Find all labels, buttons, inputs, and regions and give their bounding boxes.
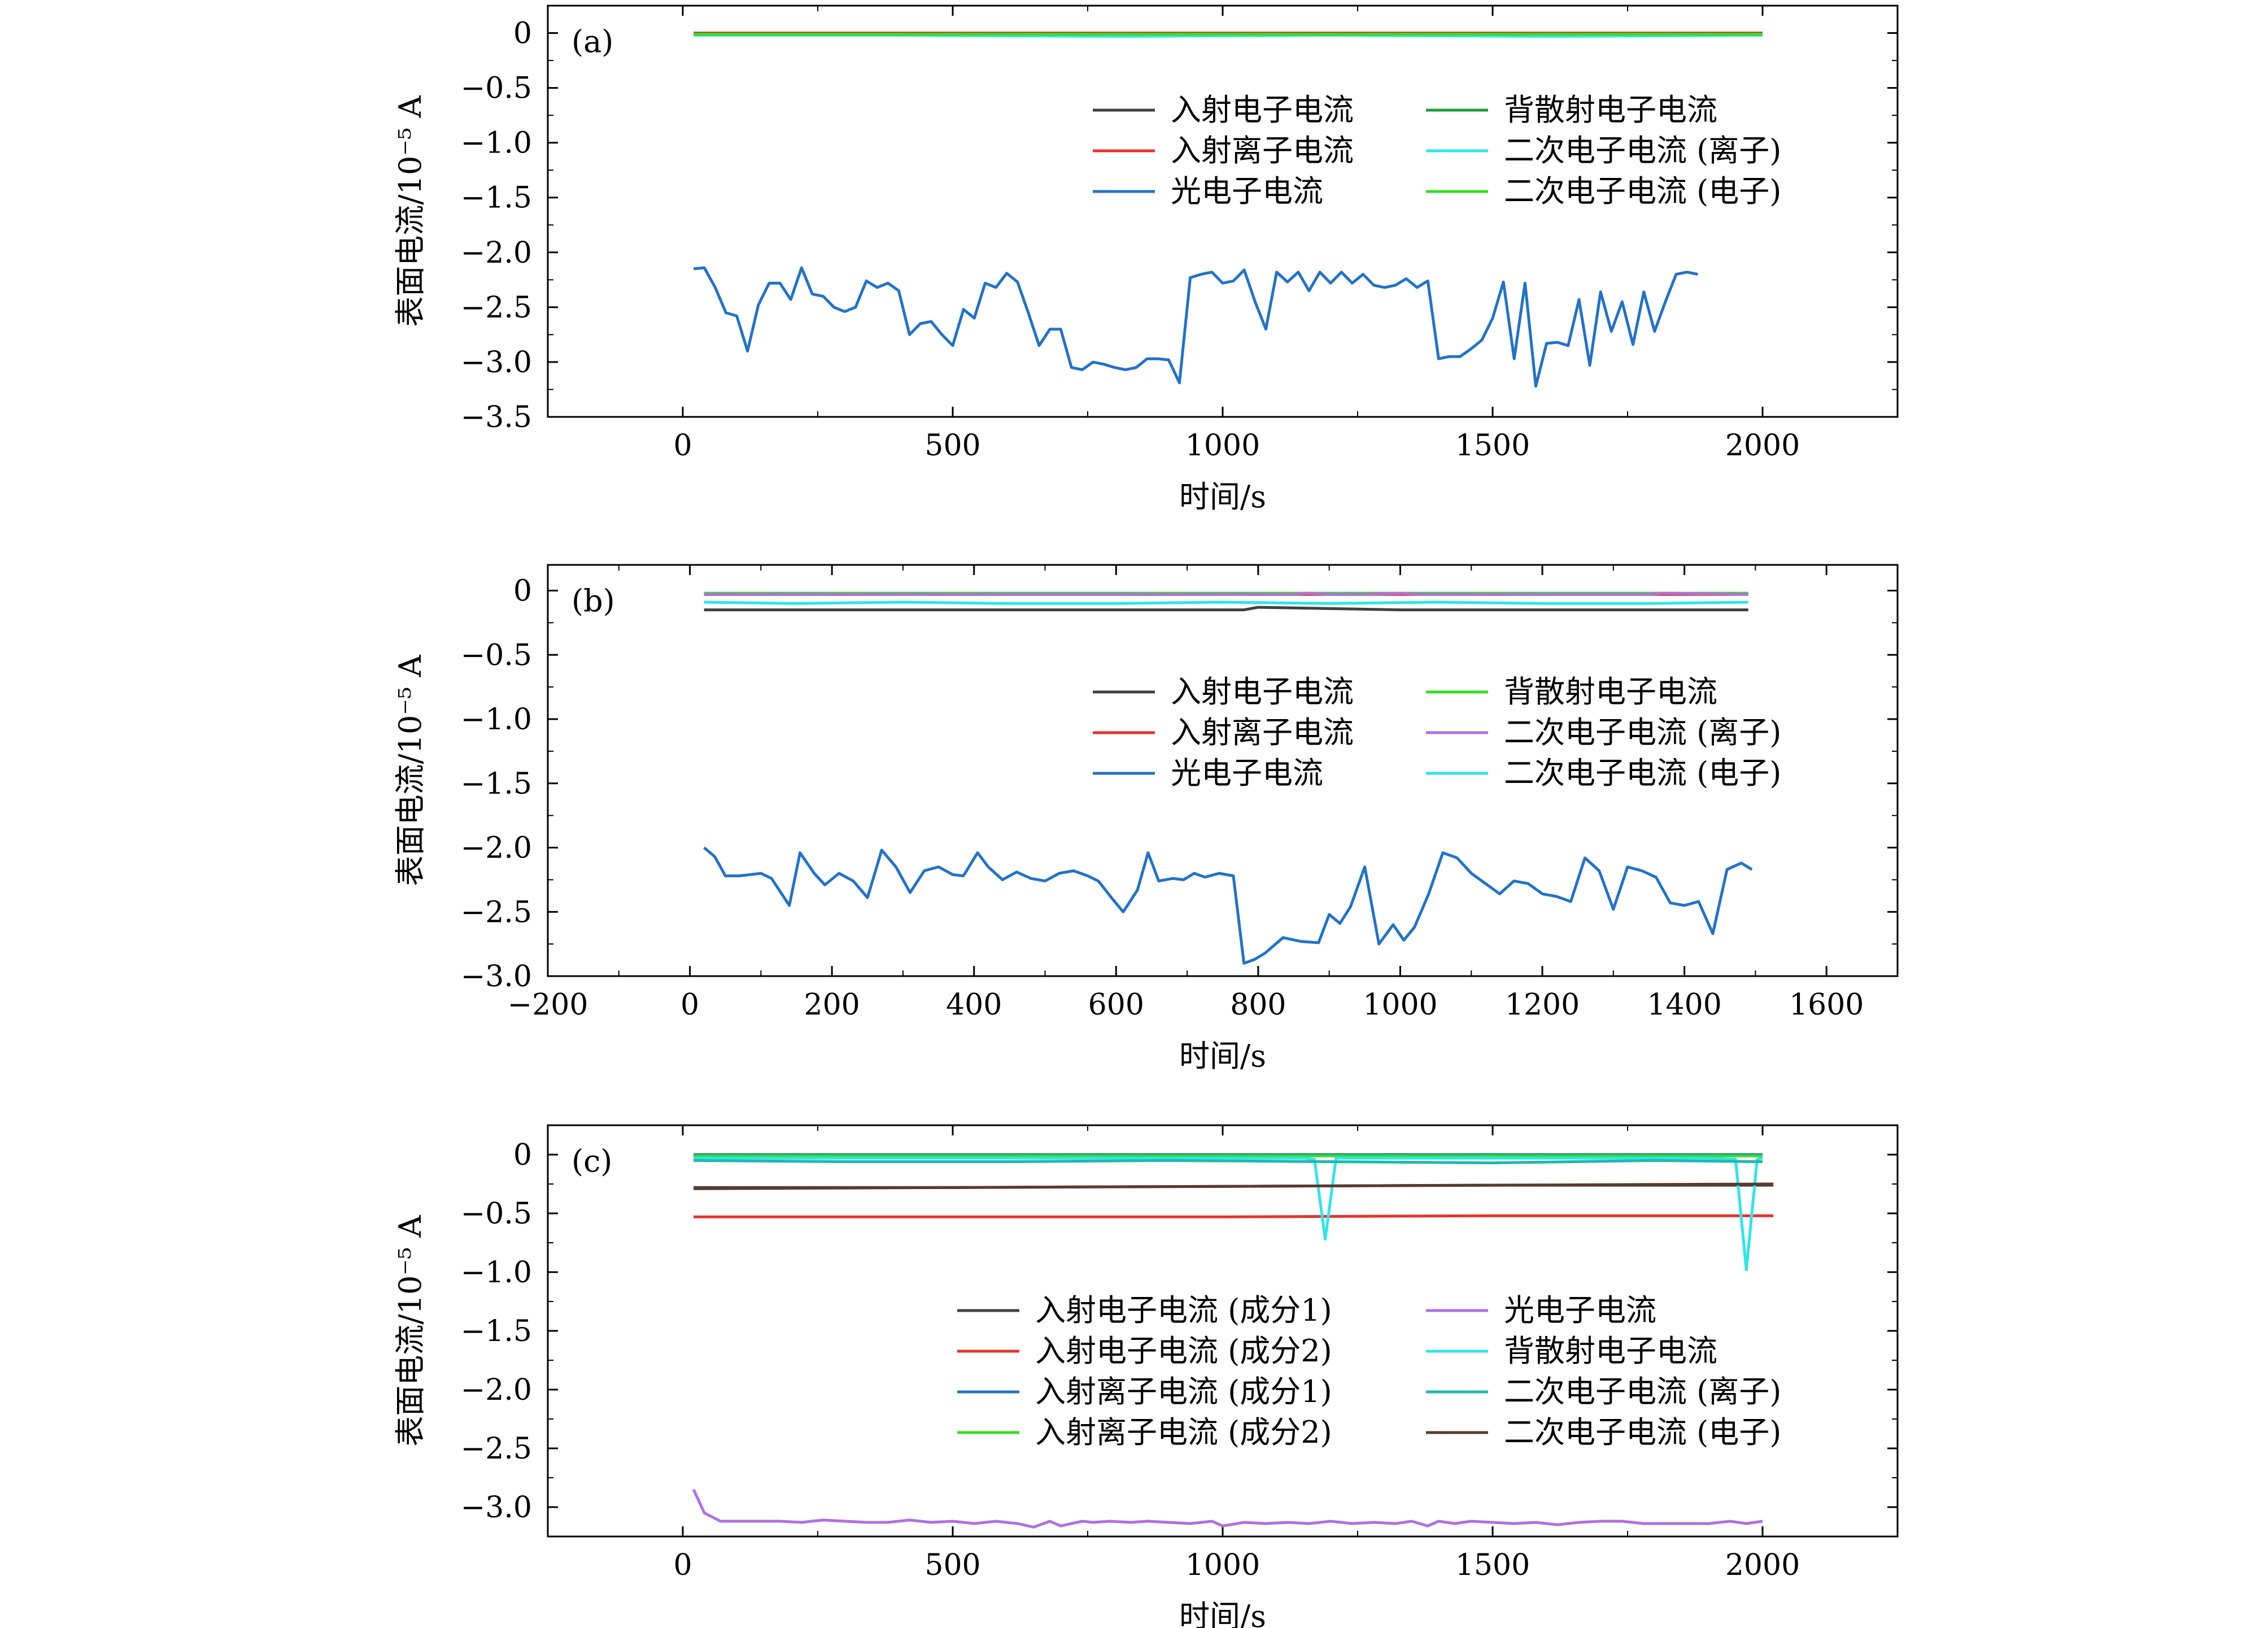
series-line xyxy=(694,1159,1763,1165)
y-tick-label: −3.5 xyxy=(461,401,532,434)
series-line xyxy=(694,1182,1774,1189)
legend-label: 二次电子电流 (电子) xyxy=(1504,755,1781,791)
x-tick-label: 2000 xyxy=(1725,429,1800,463)
x-axis-label: 时间/s xyxy=(1179,1038,1266,1074)
x-tick-label: 0 xyxy=(673,1548,692,1582)
y-tick-label: −0.5 xyxy=(461,1197,532,1231)
legend-label: 二次电子电流 (离子) xyxy=(1504,133,1781,168)
series-group xyxy=(692,1153,1774,1529)
y-tick-label: −1.0 xyxy=(461,1256,532,1290)
legend-label: 入射电子电流 (成分1) xyxy=(1035,1292,1332,1328)
legend-label: 光电子电流 xyxy=(1504,1292,1656,1328)
x-tick-label: 1600 xyxy=(1789,988,1864,1022)
legend-label: 入射离子电流 xyxy=(1171,133,1354,168)
plot-frame xyxy=(547,5,1899,418)
legend-label: 背散射电子电流 xyxy=(1504,92,1717,128)
y-tick-label: −2.5 xyxy=(461,895,532,929)
x-tick-label: 500 xyxy=(924,429,980,463)
legend-label: 入射离子电流 xyxy=(1171,715,1354,750)
x-tick-label: 600 xyxy=(1088,988,1144,1022)
chart-panel-2: −200 0 200 400 600 800 1000 1200 1400 1600 0 −0.5 −1… xyxy=(392,564,1899,1074)
x-tick-label: 0 xyxy=(673,429,692,463)
x-tick-label: 1200 xyxy=(1505,988,1580,1022)
x-tick-label: 1500 xyxy=(1455,429,1530,463)
panel-label: (c) xyxy=(572,1143,612,1179)
x-tick-label: 1000 xyxy=(1185,1548,1260,1582)
series-line xyxy=(694,1214,1774,1218)
y-tick-label: −1.5 xyxy=(461,767,532,801)
y-tick-label: 0 xyxy=(513,17,532,51)
y-tick-label: 0 xyxy=(513,1138,532,1172)
x-axis-label: 时间/s xyxy=(1179,479,1266,515)
legend-label: 入射离子电流 (成分1) xyxy=(1035,1374,1332,1409)
y-axis-label: 表面电流/10⁻⁵ A xyxy=(392,1215,428,1446)
series-line xyxy=(704,591,1748,596)
y-tick-label: −2.5 xyxy=(461,1432,532,1466)
y-tick-label: −2.0 xyxy=(461,832,532,865)
panel-label: (b) xyxy=(572,583,615,619)
y-tick-label: −1.5 xyxy=(461,181,532,215)
y-tick-label: −0.5 xyxy=(461,638,532,672)
x-tick-label: 1000 xyxy=(1185,429,1260,463)
series-group xyxy=(703,591,1753,965)
y-axis-label: 表面电流/10⁻⁵ A xyxy=(392,654,428,886)
y-tick-label: −0.5 xyxy=(461,72,532,106)
x-tick-label: 200 xyxy=(804,988,860,1022)
x-axis-label: 时间/s xyxy=(1179,1599,1266,1628)
series-line xyxy=(703,846,1753,965)
x-tick-label: 0 xyxy=(681,988,699,1022)
x-tick-label: 2000 xyxy=(1725,1548,1800,1582)
x-tick-label: 400 xyxy=(946,988,1002,1022)
legend-label: 背散射电子电流 xyxy=(1504,674,1717,709)
legend-label: 二次电子电流 (离子) xyxy=(1504,1374,1781,1409)
y-tick-label: −3.0 xyxy=(461,960,532,994)
x-tick-label: 800 xyxy=(1230,988,1286,1022)
legend-label: 入射电子电流 xyxy=(1171,92,1354,128)
legend-label: 光电子电流 xyxy=(1171,173,1323,209)
y-tick-label: −2.5 xyxy=(461,291,532,325)
x-tick-label: 1500 xyxy=(1455,1548,1530,1582)
legend-label: 二次电子电流 (电子) xyxy=(1504,1414,1781,1450)
y-tick-label: 0 xyxy=(513,574,532,608)
y-tick-label: −3.0 xyxy=(461,346,532,380)
series-line xyxy=(704,600,1748,605)
plot-frame xyxy=(547,564,1899,977)
y-tick-label: −1.0 xyxy=(461,703,532,737)
legend-label: 入射电子电流 xyxy=(1171,674,1354,709)
y-tick-label: −2.0 xyxy=(461,1373,532,1407)
legend-label: 二次电子电流 (电子) xyxy=(1504,173,1781,209)
chart-panel-3: 0 500 1000 1500 2000 0 −0.5 −1.0 −1.5 −2.0 −2.5 −3.… xyxy=(392,1124,1899,1628)
x-tick-label: −200 xyxy=(508,988,588,1022)
y-tick-label: −1.5 xyxy=(461,1314,532,1348)
y-axis-label: 表面电流/10⁻⁵ A xyxy=(392,95,428,327)
legend-label: 入射离子电流 (成分2) xyxy=(1035,1414,1332,1450)
legend-label: 入射电子电流 (成分2) xyxy=(1035,1333,1332,1369)
y-tick-label: −1.0 xyxy=(461,127,532,160)
y-tick-label: −3.0 xyxy=(461,1491,532,1525)
legend-label: 光电子电流 xyxy=(1171,755,1323,791)
series-line xyxy=(693,266,1698,388)
x-tick-label: 500 xyxy=(924,1548,980,1582)
series-group xyxy=(693,32,1763,388)
x-tick-label: 1000 xyxy=(1363,988,1437,1022)
panel-label: (a) xyxy=(572,24,613,59)
series-line xyxy=(692,1488,1763,1529)
y-tick-label: −2.0 xyxy=(461,236,532,270)
legend-label: 背散射电子电流 xyxy=(1504,1333,1717,1369)
legend-label: 二次电子电流 (离子) xyxy=(1504,715,1781,750)
legend: 入射电子电流 (成分1) 入射电子电流 (成分2) 入射离子电流 (成分1) 入射离子… xyxy=(957,1292,1781,1450)
series-line xyxy=(704,606,1748,612)
chart-panel-1: 0 500 1000 1500 2000 0 −0.5 −1.0 −1.5 −2.0 −2.5 −3.… xyxy=(392,5,1899,515)
x-tick-label: 1400 xyxy=(1647,988,1721,1022)
series-line xyxy=(694,1156,1763,1272)
